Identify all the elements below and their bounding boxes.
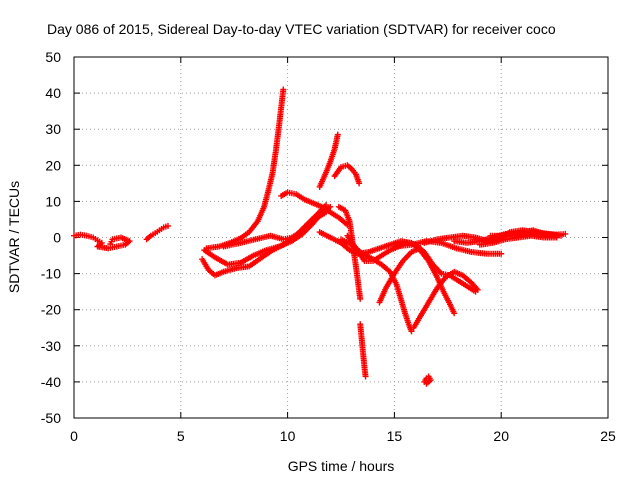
y-tick-label: -40	[41, 374, 61, 390]
y-tick-label: 40	[45, 85, 61, 101]
x-tick-label: 0	[70, 428, 78, 444]
x-axis-label: GPS time / hours	[288, 458, 395, 474]
data-marks	[71, 86, 569, 387]
axis-ticks: 0 5 10 15 20 25 -50 -40 -30 -20 -10 0 10 20 30 40 50	[41, 49, 616, 444]
x-tick-label: 15	[387, 428, 403, 444]
y-tick-label: -10	[41, 266, 61, 282]
data-point	[553, 234, 560, 241]
data-point	[164, 222, 171, 229]
y-tick-label: 50	[45, 49, 61, 65]
data-point	[357, 295, 364, 302]
data-point	[423, 380, 430, 387]
x-tick-label: 10	[280, 428, 296, 444]
data-point	[334, 131, 341, 138]
data-point	[327, 203, 334, 210]
data-point	[362, 373, 369, 380]
data-point	[498, 250, 505, 257]
data-point	[474, 286, 481, 293]
y-tick-label: 10	[45, 193, 61, 209]
data-point	[417, 245, 424, 252]
x-tick-label: 5	[177, 428, 185, 444]
data-point	[562, 230, 569, 237]
data-point	[408, 328, 415, 335]
data-point	[451, 310, 458, 317]
data-point	[356, 180, 363, 187]
y-axis-label: SDTVAR / TECUs	[6, 181, 22, 293]
y-tick-label: 0	[53, 230, 61, 246]
y-tick-label: -20	[41, 302, 61, 318]
y-tick-label: -30	[41, 338, 61, 354]
y-tick-label: 20	[45, 157, 61, 173]
data-point	[107, 240, 114, 247]
x-tick-label: 25	[600, 428, 616, 444]
y-tick-label: -50	[41, 410, 61, 426]
y-tick-label: 30	[45, 121, 61, 137]
x-tick-label: 20	[493, 428, 509, 444]
data-point	[280, 86, 287, 93]
chart-title: Day 086 of 2015, Sidereal Day-to-day VTE…	[47, 21, 556, 37]
grid-lines	[74, 57, 608, 418]
